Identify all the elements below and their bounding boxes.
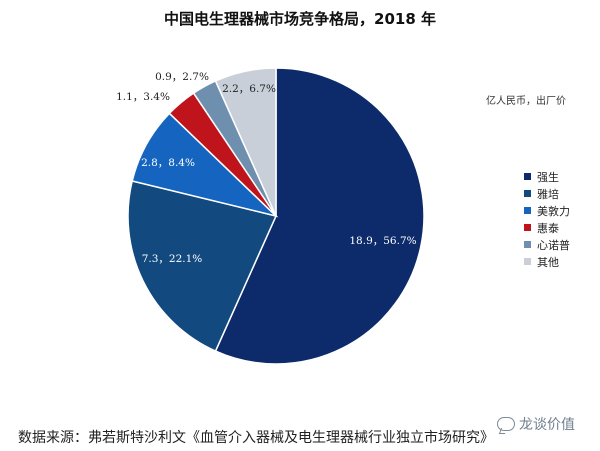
legend-swatch	[524, 241, 531, 248]
legend-swatch	[524, 173, 531, 180]
slice-label-4: 1.1，3.4%	[116, 91, 170, 103]
legend-label: 其他	[537, 255, 559, 269]
legend-swatch	[524, 207, 531, 214]
slice-label-3: 2.8，8.4%	[141, 157, 195, 169]
legend-item-3: 美敦力	[524, 202, 570, 219]
unit-note: 亿人民币，出厂价	[486, 96, 566, 107]
legend-label: 美敦力	[537, 204, 570, 218]
legend-swatch	[524, 190, 531, 197]
legend-swatch	[524, 258, 531, 265]
legend-label: 心诺普	[537, 238, 570, 252]
slice-label-1: 18.9，56.7%	[349, 235, 416, 247]
slice-label-2: 7.3，22.1%	[142, 253, 203, 265]
legend-item-2: 雅培	[524, 185, 570, 202]
watermark: 龙谈价值	[497, 414, 575, 434]
legend: 强生雅培美敦力惠泰心诺普其他	[524, 168, 570, 270]
legend-item-6: 其他	[524, 253, 570, 270]
slice-label-6: 2.2，6.7%	[222, 83, 276, 95]
legend-swatch	[524, 224, 531, 231]
pie-slice-1	[214, 67, 425, 365]
legend-label: 强生	[537, 170, 559, 184]
legend-item-1: 强生	[524, 168, 570, 185]
chart-title: 中国电生理器械市场竞争格局，2018 年	[164, 10, 436, 28]
legend-item-5: 心诺普	[524, 236, 570, 253]
watermark-text: 龙谈价值	[519, 417, 575, 433]
pie-slice-2	[127, 180, 278, 353]
legend-label: 惠泰	[537, 221, 559, 235]
wechat-icon	[497, 417, 515, 431]
pie-slice-6	[214, 67, 277, 217]
slice-label-5: 0.9，2.7%	[155, 71, 209, 83]
legend-item-4: 惠泰	[524, 219, 570, 236]
source-note: 数据来源：弗若斯特沙利文《血管介入器械及电生理器械行业独立市场研究》	[18, 430, 494, 446]
legend-label: 雅培	[537, 187, 559, 201]
